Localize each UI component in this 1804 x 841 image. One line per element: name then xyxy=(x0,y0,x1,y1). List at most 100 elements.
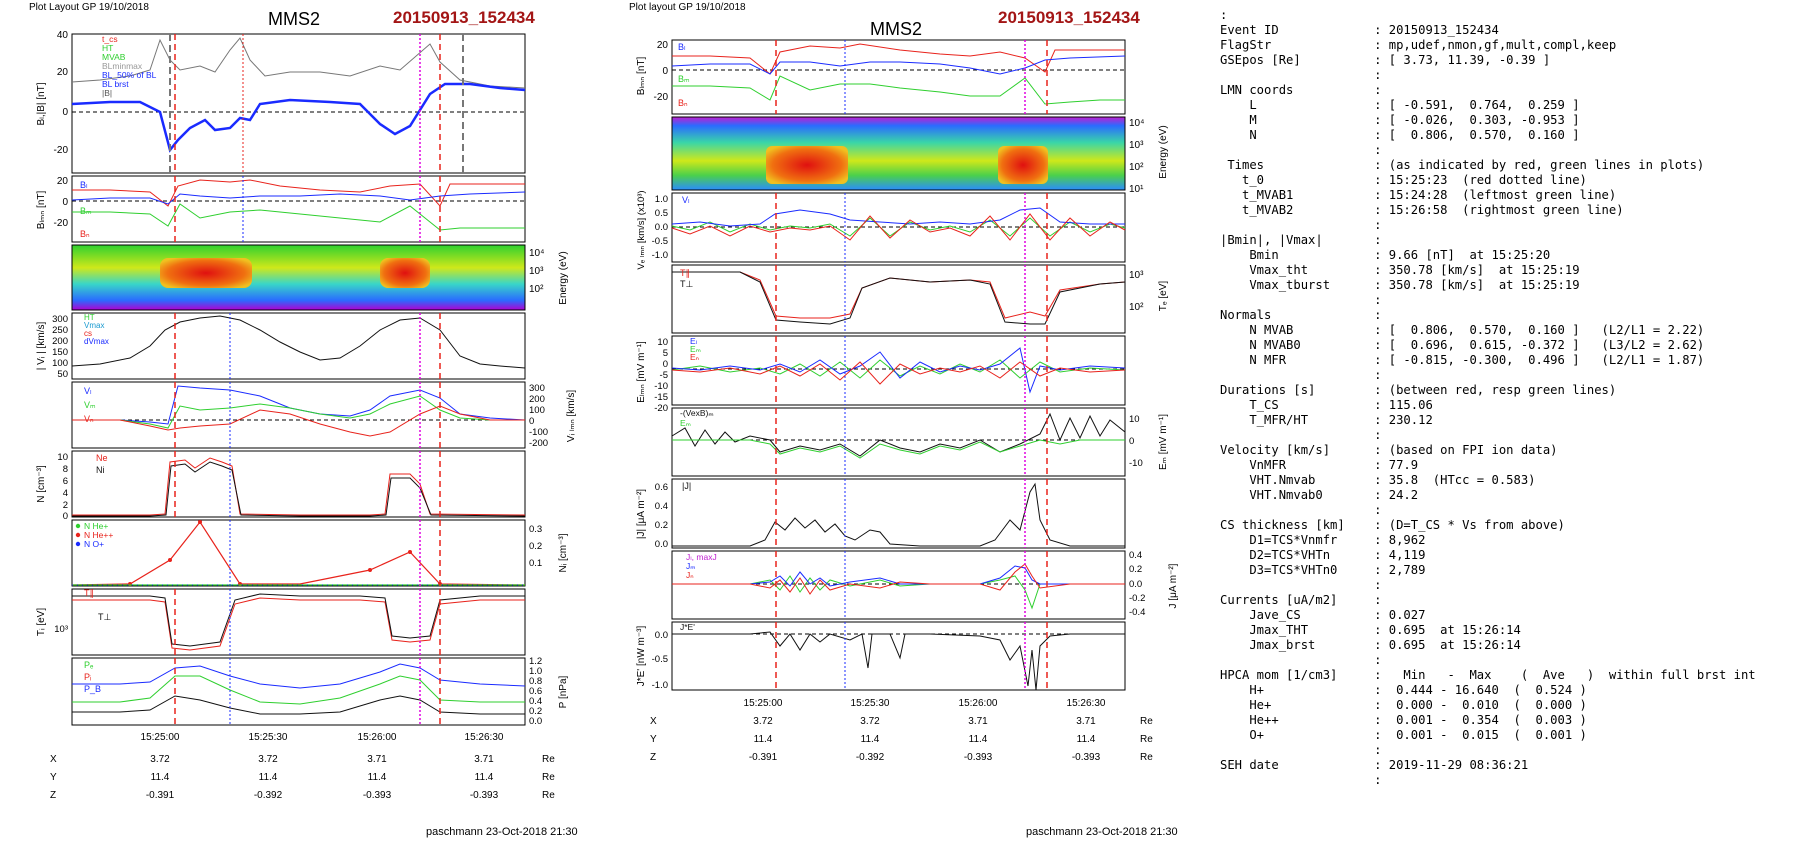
summary-line: M : [ -0.026, 0.303, -0.953 ] xyxy=(1220,113,1580,127)
legend-entry: Bₙ xyxy=(678,98,688,108)
summary-line: Velocity [km/s] : (based on FPI ion data… xyxy=(1220,443,1558,457)
summary-line: D3=TCS*VHTn0 : 2,789 xyxy=(1220,563,1426,577)
summary-line: : xyxy=(1220,143,1382,157)
y-tick-label: 0.6 xyxy=(529,686,542,697)
y-tick-label: 150 xyxy=(52,347,68,358)
y-tick-label: 0.2 xyxy=(529,706,542,717)
x-tick-label: 15:26:00 xyxy=(959,698,998,709)
series-line-ni xyxy=(72,461,526,517)
series-line-bl xyxy=(72,179,525,207)
y-tick-label: 0.0 xyxy=(1129,579,1142,590)
y-axis-label: J [μA m⁻²] xyxy=(1168,563,1179,608)
legend-entry: Jₘ xyxy=(686,561,696,571)
x-tick-label: 15:25:00 xyxy=(141,732,180,743)
legend-entry: Vₘ xyxy=(84,400,96,410)
left-layout-header: Plot Layout GP 19/10/2018 xyxy=(29,2,149,13)
ephem-value: 11.4 xyxy=(1077,734,1096,745)
legend-entry: Vₗ xyxy=(84,386,92,396)
left-event-id: 20150913_152434 xyxy=(393,8,535,27)
y-axis-label: Eₘ [mV m⁻¹] xyxy=(1158,414,1169,470)
y-tick-label: 0 xyxy=(63,511,68,522)
legend-entry: J*E' xyxy=(680,622,695,632)
y-tick-label: 50 xyxy=(57,369,68,380)
series-line-e-n xyxy=(671,361,1126,385)
y-tick-label: 0.8 xyxy=(529,676,542,687)
panel-frame xyxy=(71,175,526,243)
y-tick-label: 2 xyxy=(63,500,68,511)
panel-frame xyxy=(71,450,526,518)
y-tick-label: 0.0 xyxy=(655,222,668,233)
y-tick-label: 0.2 xyxy=(655,520,668,531)
y-tick-label: 20 xyxy=(657,40,669,51)
panel-frame xyxy=(671,550,1126,620)
spectrogram-image xyxy=(671,116,1126,191)
series-line-je xyxy=(672,631,1125,691)
y-tick-label: 5 xyxy=(663,348,668,359)
ephem-value: 3.71 xyxy=(367,754,387,765)
ephem-value: 11.4 xyxy=(259,772,278,783)
ephem-label: Y xyxy=(50,772,57,783)
y-tick-label: 4 xyxy=(63,488,68,499)
legend-entry: T∥ xyxy=(84,588,94,598)
y-tick-label: 0.4 xyxy=(655,501,668,512)
y-axis-label: N [cm⁻³] xyxy=(36,465,47,503)
legend-entry: HT xyxy=(84,313,95,322)
summary-line: : xyxy=(1220,8,1228,22)
summary-line: t_MVAB1 : 15:24:28 (leftmost green line) xyxy=(1220,188,1617,202)
y-tick-label: 0 xyxy=(663,359,668,370)
y-tick-label: 1.2 xyxy=(529,656,542,667)
legend-marker xyxy=(75,523,81,529)
y-tick-label: 10³ xyxy=(1129,270,1144,281)
y-axis-label: Tₑ [eV] xyxy=(1158,281,1169,312)
legend-entry: T∥ xyxy=(680,268,690,278)
left-panel-spectrogram: 10⁴ 10³ 10² Energy (eV) xyxy=(71,244,569,311)
left-panel-pressure: 1.2 1.0 0.8 0.6 0.4 0.2 0.0 P [nPa] Pₑ P… xyxy=(71,656,569,727)
summary-line: N MFR : [ -0.815, -0.300, 0.496 ] (L2/L1… xyxy=(1220,353,1705,367)
legend-entry: BL brst xyxy=(102,79,129,89)
middle-panel-em: 10 0 -10 Eₘ [mV m⁻¹] -(VexB)ₘ Eₘ xyxy=(671,407,1169,477)
summary-line: VHT.Nmvab : 35.8 (HTcc = 0.583) xyxy=(1220,473,1536,487)
middle-footer-credit: paschmann 23-Oct-2018 21:30 xyxy=(1026,826,1178,838)
series-line-bn xyxy=(71,191,526,205)
series-line-e-m xyxy=(671,359,1126,379)
y-tick-label: 300 xyxy=(52,314,68,325)
summary-line: : xyxy=(1220,773,1382,787)
middle-event-id: 20150913_152434 xyxy=(998,8,1140,27)
y-tick-label: 10² xyxy=(1129,302,1144,313)
legend-entry: cs xyxy=(84,329,92,338)
summary-line: : xyxy=(1220,653,1382,667)
legend-entry: Vₙ xyxy=(84,414,94,424)
series-line-vi-mag xyxy=(71,315,526,369)
ephem-value: 3.72 xyxy=(258,754,278,765)
summary-line: Jmax_brst : 0.695 at 15:26:14 xyxy=(1220,638,1521,652)
y-tick-label: 1.0 xyxy=(655,194,668,205)
legend-entry: N He++ xyxy=(84,530,113,540)
panel-frame xyxy=(71,588,526,656)
x-tick-label: 15:25:30 xyxy=(851,698,890,709)
series-line-ve-n xyxy=(671,213,1126,241)
ephem-unit: Re xyxy=(542,754,555,765)
legend-entry: Jₙ xyxy=(686,570,694,580)
data-point xyxy=(198,520,202,524)
y-tick-label: 0.1 xyxy=(529,558,542,569)
left-footer-credit: paschmann 23-Oct-2018 21:30 xyxy=(426,826,578,838)
y-tick-label: 200 xyxy=(529,394,545,405)
y-tick-label: 10³ xyxy=(54,624,68,635)
y-tick-label: 0.4 xyxy=(1129,550,1142,561)
summary-line: Durations [s] : (between red, resp green… xyxy=(1220,383,1617,397)
y-tick-label: 10³ xyxy=(529,266,544,277)
summary-line: Vmax_tht : 350.78 [km/s] at 15:25:19 xyxy=(1220,263,1580,277)
summary-line: Event ID : 20150913_152434 xyxy=(1220,23,1499,37)
y-tick-label: -0.5 xyxy=(652,654,668,665)
summary-line: Currents [uA/m2] : xyxy=(1220,593,1382,607)
legend-entry: Bₗ xyxy=(678,42,686,52)
y-tick-label: -1.0 xyxy=(652,680,668,691)
ephem-value: -0.393 xyxy=(363,790,392,800)
y-axis-label: Energy (eV) xyxy=(1158,125,1169,178)
x-tick-label: 15:26:30 xyxy=(465,732,504,743)
series-line-t-parallel xyxy=(72,597,525,651)
y-tick-label: 0 xyxy=(62,197,68,208)
series-line-bm xyxy=(672,75,1125,105)
series-line-he-plus-plus xyxy=(71,520,526,586)
summary-line: : xyxy=(1220,368,1382,382)
